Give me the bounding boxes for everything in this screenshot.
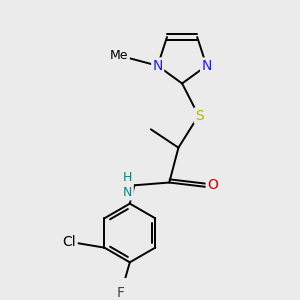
Text: H
N: H N [123, 171, 133, 199]
Text: N: N [201, 59, 212, 73]
Text: N: N [152, 59, 163, 73]
Text: Me: Me [110, 49, 128, 62]
Text: Cl: Cl [63, 235, 76, 249]
Text: F: F [117, 286, 125, 300]
Text: O: O [207, 178, 218, 192]
Text: S: S [195, 109, 204, 123]
